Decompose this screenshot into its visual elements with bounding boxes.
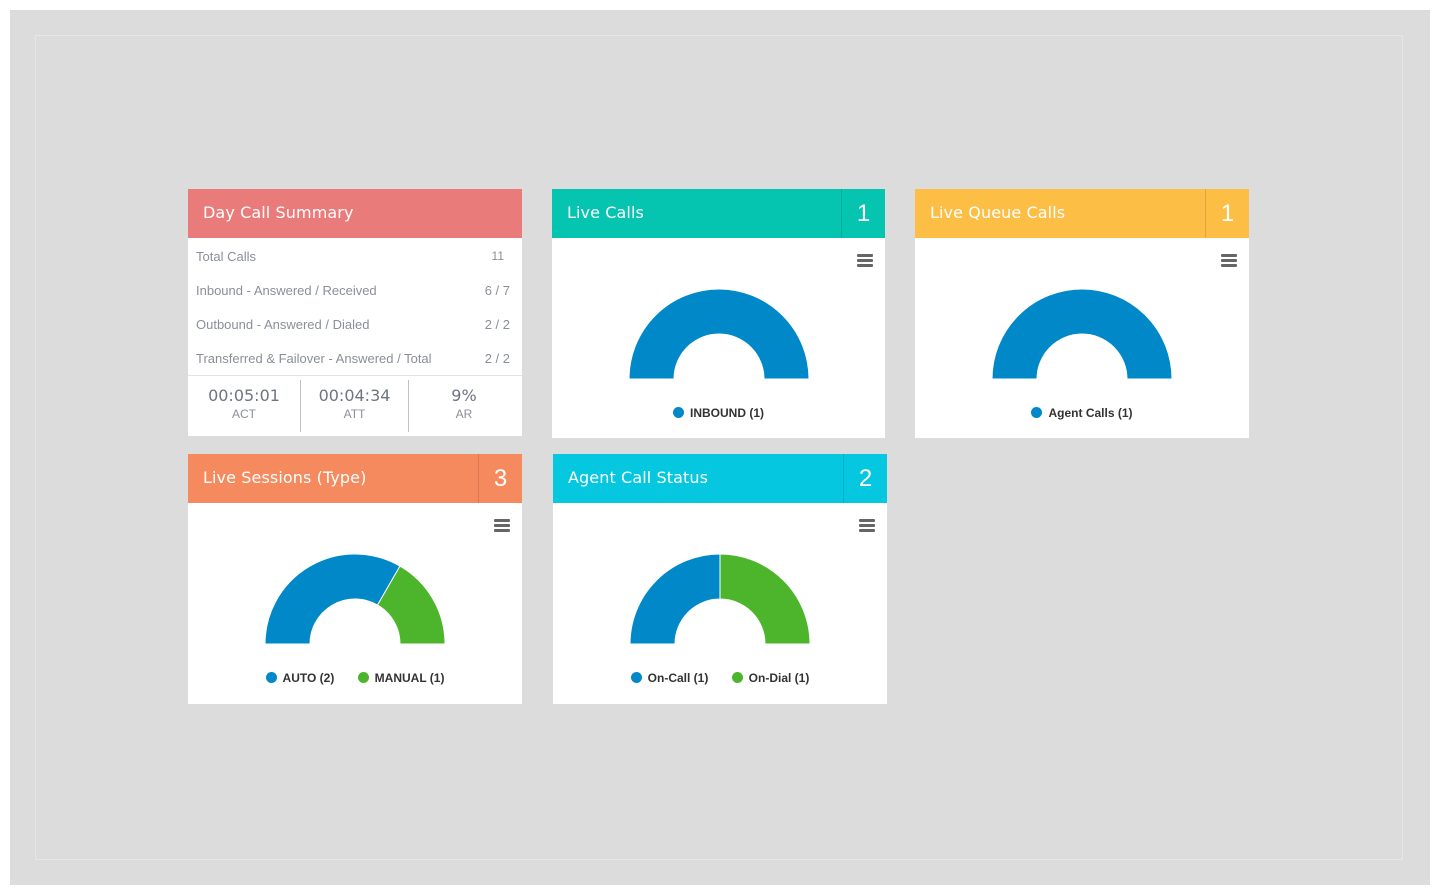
live-calls-panel: Live Calls 1 INBOUND (1) xyxy=(552,189,885,438)
donut-slice-manual[interactable] xyxy=(376,565,446,645)
legend-item-manual[interactable]: MANUAL (1) xyxy=(357,671,445,685)
stat-divider xyxy=(408,380,409,432)
hamburger-menu-icon[interactable] xyxy=(859,519,875,533)
legend-dot xyxy=(630,672,642,683)
panel-title: Day Call Summary xyxy=(203,203,354,222)
legend-item-on-dial[interactable]: On-Dial (1) xyxy=(731,671,810,685)
panel-count: 1 xyxy=(1205,189,1249,238)
chart-legend: INBOUND (1) xyxy=(552,406,885,420)
stat-value: 00:05:01 xyxy=(208,386,280,405)
dashboard-background: Day Call Summary Total Calls 11 Inbound … xyxy=(10,10,1430,885)
stat-label: ATT xyxy=(343,407,366,421)
panel-count: 2 xyxy=(843,454,887,503)
summary-row: Transferred & Failover - Answered / Tota… xyxy=(196,351,510,371)
panel-title: Live Calls xyxy=(567,203,644,222)
summary-row: Outbound - Answered / Dialed 2 / 2 xyxy=(196,317,510,337)
stat-value: 9% xyxy=(451,386,477,405)
donut-slice-on-dial[interactable] xyxy=(719,553,811,645)
live-sessions-header: Live Sessions (Type) 3 xyxy=(188,454,522,503)
day-call-summary-header: Day Call Summary xyxy=(188,189,522,238)
summary-row: Total Calls 11 xyxy=(196,249,510,269)
legend-label: Agent Calls (1) xyxy=(1048,406,1133,420)
live-calls-donut xyxy=(628,288,810,380)
live-calls-header: Live Calls 1 xyxy=(552,189,885,238)
legend-label: AUTO (2) xyxy=(282,671,335,685)
summary-row-value: 2 / 2 xyxy=(484,317,510,332)
legend-label: On-Dial (1) xyxy=(748,671,810,685)
hamburger-menu-icon[interactable] xyxy=(857,254,873,268)
stat-label: ACT xyxy=(232,407,256,421)
legend-item-auto[interactable]: AUTO (2) xyxy=(265,671,335,685)
summary-row: Inbound - Answered / Received 6 / 7 xyxy=(196,283,510,303)
dashboard-frame xyxy=(35,35,1403,860)
agent-call-status-panel: Agent Call Status 2 On-Call (1) On-Dial … xyxy=(553,454,887,704)
legend-dot xyxy=(731,672,743,683)
agent-status-donut xyxy=(629,553,811,645)
stat-divider xyxy=(300,380,301,432)
live-queue-donut xyxy=(991,288,1173,380)
panel-title: Agent Call Status xyxy=(568,468,709,487)
stat-label: AR xyxy=(455,407,473,421)
summary-row-label: Outbound - Answered / Dialed xyxy=(196,317,370,332)
summary-row-value: 2 / 2 xyxy=(484,351,510,366)
live-queue-calls-header: Live Queue Calls 1 xyxy=(915,189,1249,238)
panel-count: 1 xyxy=(841,189,885,238)
day-call-summary-panel: Day Call Summary Total Calls 11 Inbound … xyxy=(188,189,522,436)
stat-ar: 9% AR xyxy=(409,376,519,434)
chart-legend: On-Call (1) On-Dial (1) xyxy=(553,671,887,685)
legend-dot xyxy=(673,407,684,418)
summary-row-label: Total Calls xyxy=(196,249,256,264)
summary-row-value: 11 xyxy=(491,249,504,263)
legend-dot xyxy=(265,672,277,683)
donut-slice-inbound[interactable] xyxy=(628,288,810,380)
panel-title: Live Sessions (Type) xyxy=(203,468,367,487)
legend-item-inbound[interactable]: INBOUND (1) xyxy=(673,406,764,420)
hamburger-menu-icon[interactable] xyxy=(1221,254,1237,268)
live-queue-calls-panel: Live Queue Calls 1 Agent Calls (1) xyxy=(915,189,1249,438)
legend-label: MANUAL (1) xyxy=(374,671,445,685)
chart-legend: Agent Calls (1) xyxy=(915,406,1249,420)
summary-row-label: Inbound - Answered / Received xyxy=(196,283,377,298)
legend-dot xyxy=(1031,407,1043,418)
summary-row-label: Transferred & Failover - Answered / Tota… xyxy=(196,351,432,366)
legend-item-agent-calls[interactable]: Agent Calls (1) xyxy=(1031,406,1133,420)
legend-dot xyxy=(357,672,369,683)
live-sessions-panel: Live Sessions (Type) 3 AUTO (2) MANUAL (… xyxy=(188,454,522,704)
donut-slice-agent-calls[interactable] xyxy=(991,288,1173,380)
legend-item-on-call[interactable]: On-Call (1) xyxy=(630,671,709,685)
legend-label: On-Call (1) xyxy=(647,671,709,685)
stat-act: 00:05:01 ACT xyxy=(188,376,300,434)
summary-row-value: 6 / 7 xyxy=(484,283,510,298)
panel-title: Live Queue Calls xyxy=(930,203,1066,222)
stat-att: 00:04:34 ATT xyxy=(301,376,408,434)
hamburger-menu-icon[interactable] xyxy=(494,519,510,533)
panel-count: 3 xyxy=(478,454,522,503)
donut-slice-on-call[interactable] xyxy=(629,553,721,645)
legend-label: INBOUND (1) xyxy=(690,406,764,420)
summary-stats: 00:05:01 ACT 00:04:34 ATT 9% AR xyxy=(188,375,522,434)
live-sessions-donut xyxy=(264,553,446,645)
stat-value: 00:04:34 xyxy=(318,386,391,405)
donut-slice-auto[interactable] xyxy=(264,553,401,645)
agent-call-status-header: Agent Call Status 2 xyxy=(553,454,887,503)
chart-legend: AUTO (2) MANUAL (1) xyxy=(188,671,522,685)
